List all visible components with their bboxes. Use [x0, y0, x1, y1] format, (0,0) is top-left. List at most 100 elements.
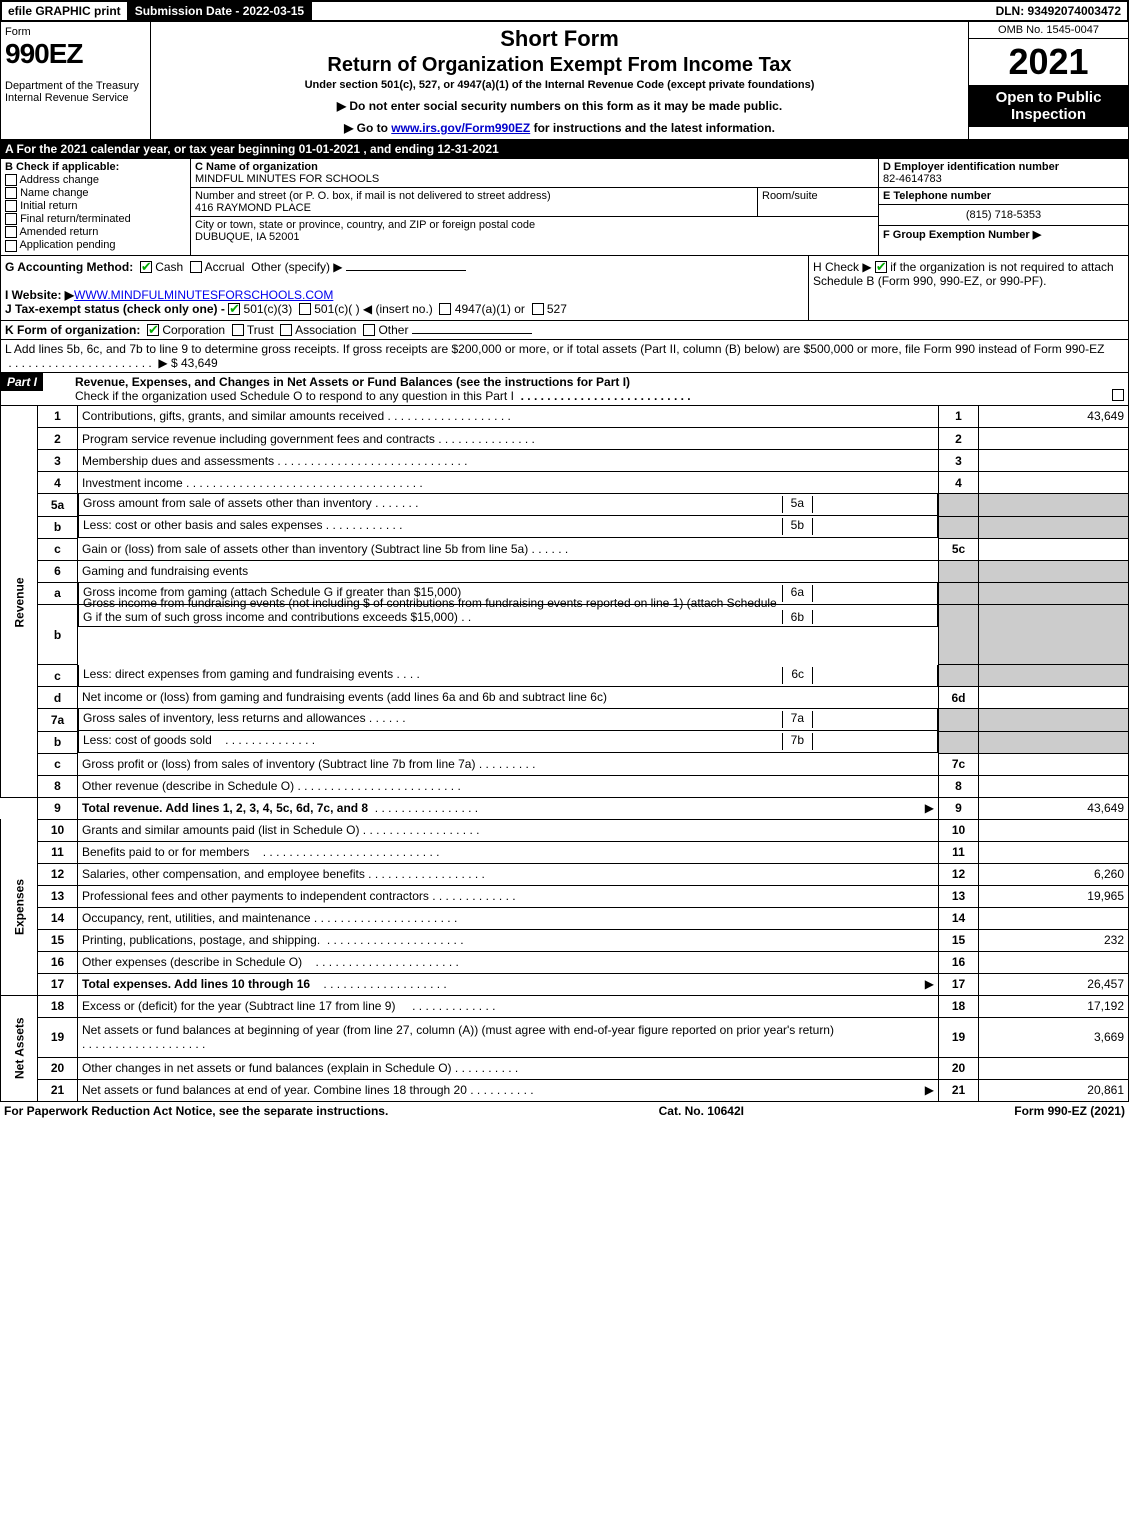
line-13-rnum: 13 — [939, 885, 979, 907]
line-6a-grey — [939, 582, 979, 605]
line-21-rnum: 21 — [939, 1079, 979, 1101]
line-7b: bLess: cost of goods sold . . . . . . . … — [1, 731, 1129, 753]
website-link[interactable]: WWW.MINDFULMINUTESFORSCHOOLS.COM — [74, 288, 333, 302]
line-3-rnum: 3 — [939, 450, 979, 472]
cb-other-org[interactable] — [363, 324, 375, 336]
line-7c: cGross profit or (loss) from sales of in… — [1, 753, 1129, 775]
cb-initial-return-label: Initial return — [20, 200, 77, 212]
line-18-desc: Excess or (deficit) for the year (Subtra… — [82, 999, 395, 1013]
line-8-rnum: 8 — [939, 775, 979, 797]
cb-name-change[interactable]: Name change — [5, 187, 186, 199]
501c3-label: 501(c)(3) — [244, 302, 293, 316]
line-9: 9Total revenue. Add lines 1, 2, 3, 4, 5c… — [1, 797, 1129, 819]
line-5b-sub: 5b — [782, 518, 813, 535]
cb-cash[interactable] — [140, 261, 152, 273]
irs-link[interactable]: www.irs.gov/Form990EZ — [391, 121, 530, 135]
line-21-arrow: ▶ — [925, 1083, 934, 1097]
line-5c-desc: Gain or (loss) from sale of assets other… — [82, 542, 528, 556]
l-text: L Add lines 5b, 6c, and 7b to line 9 to … — [5, 342, 1104, 356]
revenue-section: Revenue — [1, 406, 38, 798]
line-10-rnum: 10 — [939, 819, 979, 841]
note-ssn: ▶ Do not enter social security numbers o… — [157, 99, 962, 113]
line-1-rnum: 1 — [939, 406, 979, 428]
527-label: 527 — [547, 302, 567, 316]
cb-amended-return[interactable]: Amended return — [5, 226, 186, 238]
cb-amended-return-label: Amended return — [19, 226, 98, 238]
other-input[interactable] — [346, 270, 466, 271]
row-k: K Form of organization: Corporation Trus… — [0, 321, 1129, 340]
other-org-input[interactable] — [412, 333, 532, 334]
h-text: H Check ▶ — [813, 260, 875, 274]
i-label: I Website: ▶ — [5, 288, 74, 302]
col-b-checkboxes: B Check if applicable: Address change Na… — [1, 159, 191, 255]
line-2-desc: Program service revenue including govern… — [82, 432, 435, 446]
line-6-grey2 — [979, 560, 1129, 582]
cb-501c[interactable] — [299, 303, 311, 315]
b-label: B Check if applicable: — [5, 161, 186, 173]
line-15-num: 15 — [38, 929, 78, 951]
line-6b-sub: 6b — [782, 610, 813, 624]
cb-schedule-b[interactable] — [875, 261, 887, 273]
line-6b-num: b — [38, 605, 78, 665]
cb-trust[interactable] — [232, 324, 244, 336]
part1-title-text: Revenue, Expenses, and Changes in Net As… — [75, 375, 630, 389]
line-14-desc: Occupancy, rent, utilities, and maintena… — [82, 911, 311, 925]
cb-501c3[interactable] — [228, 303, 240, 315]
line-18-rnum: 18 — [939, 995, 979, 1017]
line-4-val — [979, 472, 1129, 494]
line-8-num: 8 — [38, 775, 78, 797]
org-name: MINDFUL MINUTES FOR SCHOOLS — [195, 173, 379, 185]
omb-number: OMB No. 1545-0047 — [969, 22, 1128, 39]
cb-initial-return[interactable]: Initial return — [5, 200, 186, 212]
cb-4947[interactable] — [439, 303, 451, 315]
line-12-val: 6,260 — [979, 863, 1129, 885]
efile-label: efile GRAPHIC print — [2, 2, 129, 20]
line-19-val: 3,669 — [979, 1017, 1129, 1057]
org-name-block: C Name of organization MINDFUL MINUTES F… — [191, 159, 878, 188]
line-11: 11Benefits paid to or for members . . . … — [1, 841, 1129, 863]
cb-schedule-o[interactable] — [1112, 389, 1124, 401]
line-20-val — [979, 1057, 1129, 1079]
line-7a-grey — [939, 709, 979, 732]
cb-application-pending[interactable]: Application pending — [5, 239, 186, 251]
cb-address-change[interactable]: Address change — [5, 174, 186, 186]
cb-corporation[interactable] — [147, 324, 159, 336]
line-5a-desc: Gross amount from sale of assets other t… — [83, 496, 372, 510]
line-15-rnum: 15 — [939, 929, 979, 951]
line-6-grey — [939, 560, 979, 582]
cb-final-return[interactable]: Final return/terminated — [5, 213, 186, 225]
room-label: Room/suite — [762, 190, 818, 202]
form-number: 990EZ — [5, 38, 146, 70]
line-2: 2Program service revenue including gover… — [1, 428, 1129, 450]
line-10-num: 10 — [38, 819, 78, 841]
street-block: Number and street (or P. O. box, if mail… — [191, 188, 758, 216]
line-7a: 7aGross sales of inventory, less returns… — [1, 709, 1129, 732]
line-19-rnum: 19 — [939, 1017, 979, 1057]
footer-left: For Paperwork Reduction Act Notice, see … — [4, 1104, 388, 1118]
row-gh: G Accounting Method: Cash Accrual Other … — [0, 256, 1129, 321]
line-17-desc: Total expenses. Add lines 10 through 16 — [82, 977, 310, 991]
cb-527[interactable] — [532, 303, 544, 315]
lines-table: Revenue 1Contributions, gifts, grants, a… — [0, 406, 1129, 1102]
line-6b-grey — [939, 605, 979, 665]
cb-association[interactable] — [280, 324, 292, 336]
line-7a-sub: 7a — [782, 711, 813, 728]
line-16-num: 16 — [38, 951, 78, 973]
line-10-val — [979, 819, 1129, 841]
e-label: E Telephone number — [883, 190, 991, 202]
line-15: 15Printing, publications, postage, and s… — [1, 929, 1129, 951]
line-7c-val — [979, 753, 1129, 775]
line-12-rnum: 12 — [939, 863, 979, 885]
line-13-val: 19,965 — [979, 885, 1129, 907]
footer-right: Form 990-EZ (2021) — [1014, 1104, 1125, 1118]
line-19: 19Net assets or fund balances at beginni… — [1, 1017, 1129, 1057]
cb-accrual[interactable] — [190, 261, 202, 273]
line-5c: cGain or (loss) from sale of assets othe… — [1, 538, 1129, 560]
line-20-desc: Other changes in net assets or fund bala… — [82, 1061, 452, 1075]
line-5a-grey2 — [979, 494, 1129, 517]
line-13-num: 13 — [38, 885, 78, 907]
col-c-org-info: C Name of organization MINDFUL MINUTES F… — [191, 159, 878, 255]
line-18-num: 18 — [38, 995, 78, 1017]
line-7c-rnum: 7c — [939, 753, 979, 775]
line-16-desc: Other expenses (describe in Schedule O) — [82, 955, 302, 969]
